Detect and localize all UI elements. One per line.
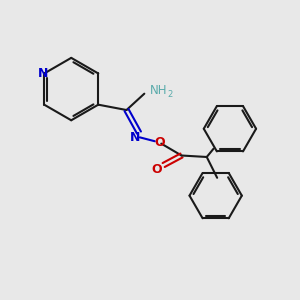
- Text: 2: 2: [167, 90, 172, 99]
- Text: O: O: [152, 163, 162, 176]
- Text: NH: NH: [150, 84, 168, 97]
- Text: N: N: [130, 131, 140, 144]
- Text: N: N: [38, 67, 48, 80]
- Text: O: O: [154, 136, 164, 148]
